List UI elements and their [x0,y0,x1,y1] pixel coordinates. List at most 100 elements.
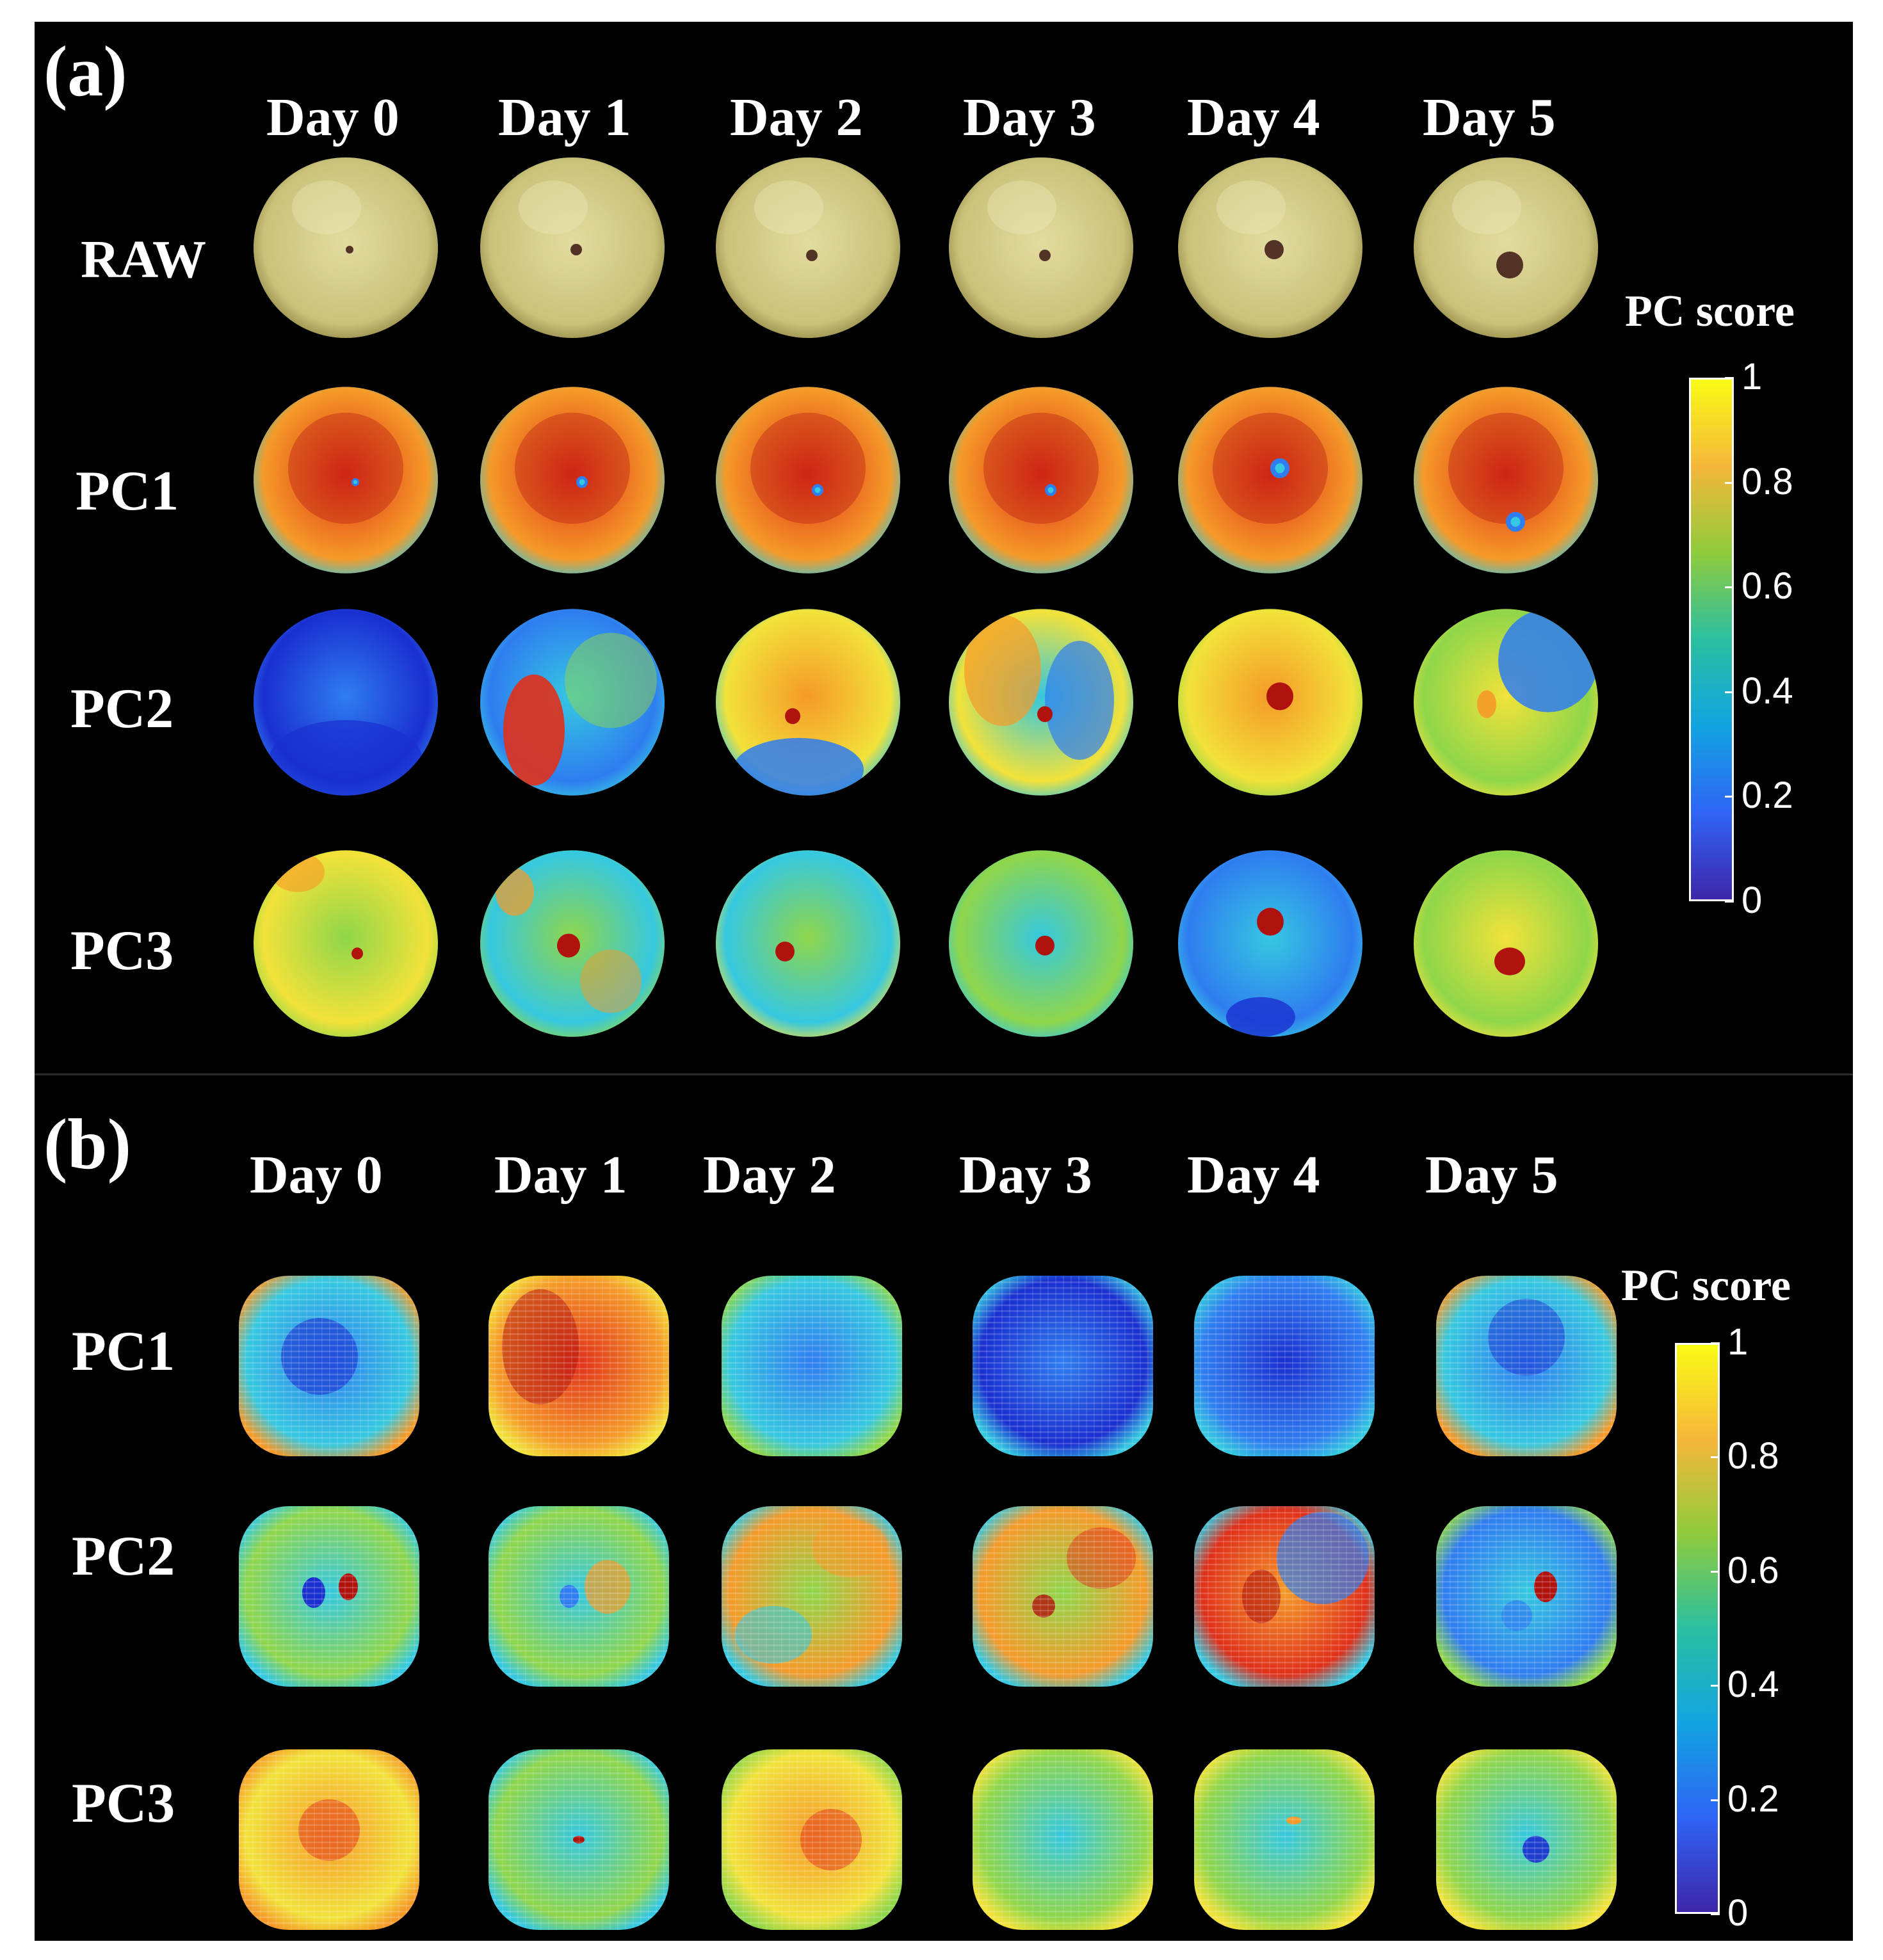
panel-b-colorbar [1675,1343,1720,1914]
panel-a-apple-image [949,609,1133,796]
panel-b-apple-cell [483,1500,675,1692]
panel-a-apple-cell [1410,601,1602,799]
panel-b-apple-image [1194,1276,1375,1456]
panel-a-day-4: Day 4 [1187,88,1320,147]
panel-b-apple-cell [716,1500,908,1692]
panel-a-colorbar-tick-label: 0 [1742,880,1763,921]
panel-a-day-2: Day 2 [730,88,863,147]
panel-b-colorbar-tick-label: 1 [1727,1321,1749,1363]
figure: (a) Day 0 Day 1 Day 2 Day 3 Day 4 Day 5 … [35,22,1853,1941]
panel-a-apple-cell [1174,379,1366,577]
panel-b-apple-cell [716,1744,908,1936]
panel-a-colorbar-tick-label: 1 [1742,356,1763,398]
panel-b-colorbar-tick-mark [1711,1570,1720,1573]
panel-b-row-pc2: PC2 [72,1525,175,1587]
panel-b-row-pc1: PC1 [72,1321,175,1383]
panel-a-apple-cell [945,601,1137,799]
panel-a-row-raw: RAW [81,230,207,289]
panel-b-apple-cell [1188,1744,1380,1936]
panel-a-apple-image [1178,850,1362,1037]
panel-a-colorbar-tick-label: 0.4 [1742,670,1793,712]
panel-a-apple-cell [712,379,904,577]
panel-a-colorbar-tick-mark [1725,481,1734,484]
panel-a-colorbar-tick-label: 0.2 [1742,775,1793,817]
panel-b-day-2: Day 2 [703,1145,836,1205]
panel-b-apple-cell [233,1500,425,1692]
panel-a-apple-image [254,387,438,574]
panel-a-apple-image [480,850,665,1037]
panel-b-colorbar-tick-label: 0.8 [1727,1435,1779,1477]
panel-b-apple-image [239,1506,419,1687]
panel-b: (b) Day 0 Day 1 Day 2 Day 3 Day 4 Day 5 … [35,1078,1853,1941]
panel-a-apple-cell [945,150,1137,342]
panel-a-apple-image [480,157,665,338]
panel-b-apple-cell [1188,1270,1380,1462]
panel-divider [35,1073,1853,1075]
panel-a-apple-cell [712,150,904,342]
panel-a-apple-image [716,387,900,574]
panel-a-colorbar-tick-mark [1725,586,1734,589]
panel-b-apple-cell [483,1744,675,1936]
panel-a-apple-image [480,387,665,574]
panel-b-apple-image [489,1506,669,1687]
panel-b-colorbar-tick-mark [1711,1799,1720,1801]
panel-a-apple-cell [250,379,442,577]
panel-a-apple-cell [945,379,1137,577]
panel-a-colorbar-title: PC score [1625,287,1795,336]
panel-b-day-4: Day 4 [1187,1145,1320,1205]
panel-a-colorbar-tick-label: 0.8 [1742,460,1793,502]
panel-b-apple-cell [233,1270,425,1462]
panel-b-day-3: Day 3 [959,1145,1092,1205]
panel-b-apple-cell [967,1744,1159,1936]
panel-b-apple-image [239,1749,419,1930]
panel-b-apple-cell [483,1270,675,1462]
panel-b-colorbar-tick-mark [1711,1456,1720,1459]
panel-a-apple-cell [476,379,668,577]
panel-b-apple-image [722,1506,902,1687]
panel-a-apple-image [1178,609,1362,796]
panel-a-apple-cell [250,842,442,1041]
panel-b-colorbar-tick-mark [1711,1342,1720,1344]
panel-a-apple-cell [476,601,668,799]
panel-b-apple-image [239,1276,419,1456]
panel-a-apple-image [949,157,1133,338]
panel-a-apple-image [1414,850,1598,1037]
panel-a-apple-image [480,609,665,796]
panel-a-apple-image [949,850,1133,1037]
panel-b-apple-image [722,1276,902,1456]
panel-a-row-pc2: PC2 [70,678,174,740]
panel-b-apple-cell [233,1744,425,1936]
panel-a-apple-image [716,157,900,338]
panel-b-colorbar-tick-mark [1711,1685,1720,1687]
panel-b-apple-cell [1430,1500,1622,1692]
panel-a-apple-cell [476,150,668,342]
panel-b-apple-image [973,1276,1153,1456]
panel-a-apple-image [716,609,900,796]
panel-a-colorbar-tick-mark [1725,796,1734,798]
panel-a-apple-cell [1410,842,1602,1041]
panel-b-label: (b) [44,1105,131,1184]
panel-b-row-pc3: PC3 [72,1772,175,1835]
panel-a-apple-cell [1174,842,1366,1041]
panel-a-apple-cell [1410,150,1602,342]
panel-b-apple-cell [716,1270,908,1462]
panel-a-label: (a) [44,32,127,111]
panel-a-colorbar-tick-mark [1725,691,1734,693]
panel-b-colorbar-tick-label: 0.2 [1727,1778,1779,1820]
panel-a-apple-cell [945,842,1137,1041]
panel-a-colorbar [1689,378,1734,901]
panel-b-colorbar-tick-label: 0.6 [1727,1549,1779,1591]
panel-a-apple-image [1178,157,1362,338]
panel-b-apple-cell [1188,1500,1380,1692]
panel-b-apple-image [1436,1749,1617,1930]
panel-b-colorbar-tick-mark [1711,1913,1720,1915]
panel-b-apple-image [1436,1276,1617,1456]
panel-b-apple-image [973,1749,1153,1930]
panel-b-apple-image [489,1749,669,1930]
panel-b-apple-cell [1430,1744,1622,1936]
panel-b-day-5: Day 5 [1425,1145,1558,1205]
panel-a-colorbar-tick-label: 0.6 [1742,565,1793,607]
panel-b-apple-image [1194,1749,1375,1930]
panel-a-apple-image [716,850,900,1037]
panel-b-apple-cell [1430,1270,1622,1462]
